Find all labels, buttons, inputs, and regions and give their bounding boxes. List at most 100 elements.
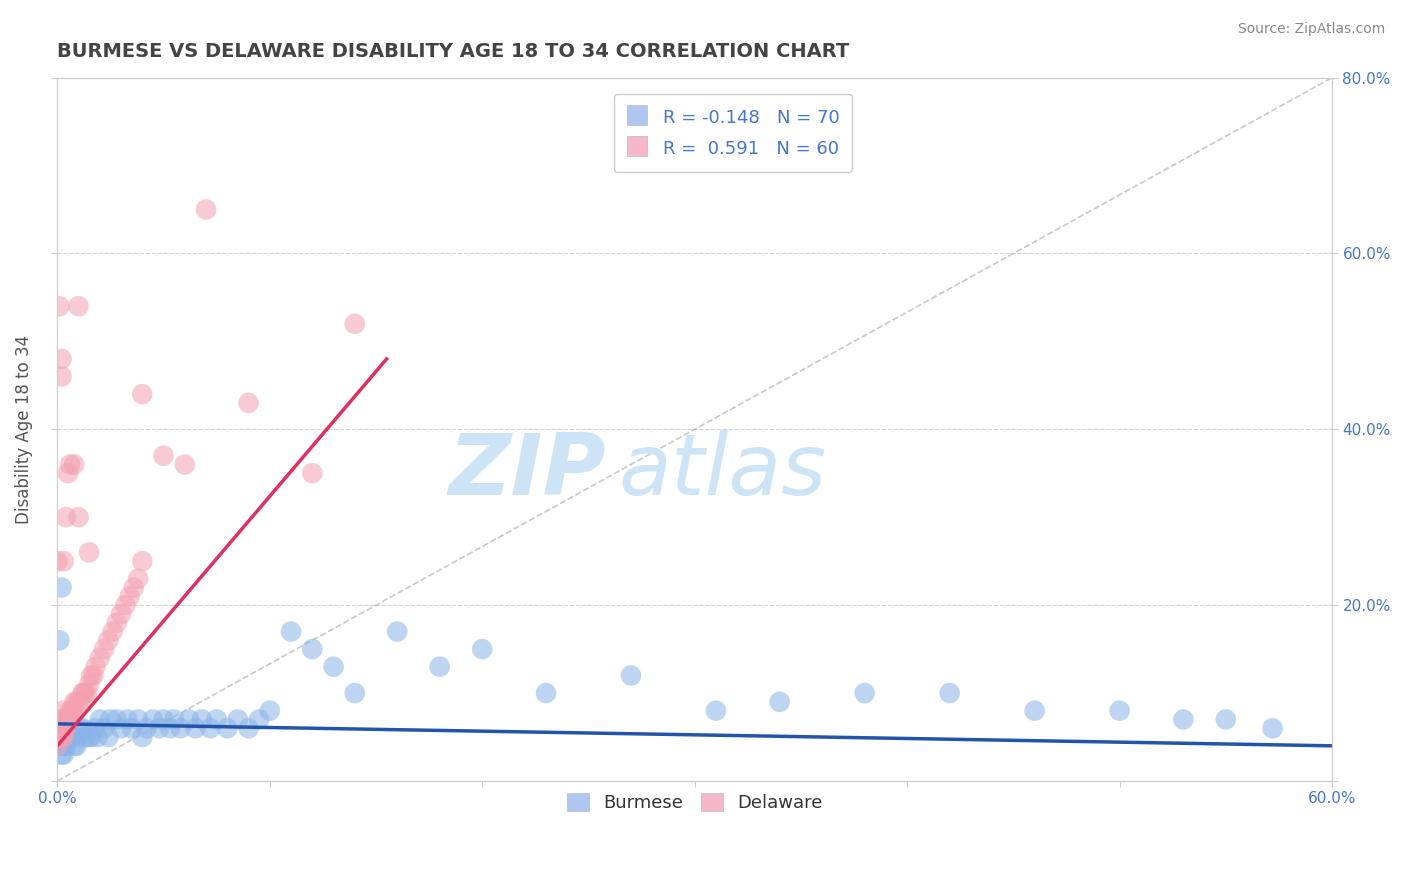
Point <box>142 713 165 727</box>
Point <box>63 739 86 753</box>
Point <box>620 668 643 682</box>
Point <box>52 739 75 753</box>
Point <box>97 633 120 648</box>
Point <box>67 299 90 313</box>
Point <box>65 695 87 709</box>
Text: ZIP: ZIP <box>449 430 606 513</box>
Point <box>110 721 132 735</box>
Point <box>429 659 451 673</box>
Point <box>48 633 70 648</box>
Point <box>63 458 86 472</box>
Text: Source: ZipAtlas.com: Source: ZipAtlas.com <box>1237 22 1385 37</box>
Point <box>52 554 75 568</box>
Point <box>55 713 77 727</box>
Point <box>89 713 111 727</box>
Point <box>100 713 122 727</box>
Y-axis label: Disability Age 18 to 34: Disability Age 18 to 34 <box>15 334 32 524</box>
Point <box>52 704 75 718</box>
Point <box>86 730 108 744</box>
Point <box>63 704 86 718</box>
Point <box>52 747 75 762</box>
Point <box>51 721 73 735</box>
Point <box>56 467 79 481</box>
Point <box>93 721 115 735</box>
Point <box>84 659 107 673</box>
Point <box>72 686 94 700</box>
Point <box>60 704 83 718</box>
Point <box>80 730 103 744</box>
Point <box>105 713 128 727</box>
Point <box>152 713 174 727</box>
Point <box>1173 713 1195 727</box>
Point <box>205 713 228 727</box>
Point <box>152 449 174 463</box>
Point <box>56 730 79 744</box>
Point <box>76 686 98 700</box>
Point <box>343 686 366 700</box>
Point <box>72 721 94 735</box>
Point <box>387 624 409 639</box>
Point <box>77 730 100 744</box>
Point <box>117 713 139 727</box>
Point <box>59 730 82 744</box>
Point <box>63 721 86 735</box>
Point <box>184 721 207 735</box>
Point <box>55 510 77 524</box>
Point <box>173 458 195 472</box>
Point <box>118 590 141 604</box>
Point <box>127 713 149 727</box>
Point <box>56 713 79 727</box>
Point <box>51 747 73 762</box>
Point <box>163 713 186 727</box>
Point <box>65 739 87 753</box>
Point <box>1215 713 1237 727</box>
Point <box>80 668 103 682</box>
Point <box>51 721 73 735</box>
Point <box>301 642 323 657</box>
Point <box>77 677 100 691</box>
Point <box>48 713 70 727</box>
Legend: Burmese, Delaware: Burmese, Delaware <box>554 780 835 825</box>
Point <box>200 721 222 735</box>
Point <box>55 739 77 753</box>
Point <box>67 730 90 744</box>
Point <box>60 730 83 744</box>
Point <box>51 351 73 366</box>
Point <box>471 642 494 657</box>
Point <box>121 721 143 735</box>
Point <box>177 713 200 727</box>
Point <box>938 686 960 700</box>
Point <box>48 730 70 744</box>
Point <box>110 607 132 621</box>
Point <box>55 721 77 735</box>
Point <box>226 713 249 727</box>
Point <box>301 467 323 481</box>
Point <box>122 581 145 595</box>
Point <box>131 387 153 401</box>
Point <box>46 554 69 568</box>
Point <box>169 721 191 735</box>
Text: BURMESE VS DELAWARE DISABILITY AGE 18 TO 34 CORRELATION CHART: BURMESE VS DELAWARE DISABILITY AGE 18 TO… <box>58 42 849 61</box>
Point <box>55 739 77 753</box>
Point <box>59 713 82 727</box>
Point <box>322 659 344 673</box>
Point <box>131 554 153 568</box>
Point <box>148 721 170 735</box>
Point <box>69 695 91 709</box>
Point <box>46 739 69 753</box>
Point <box>114 598 136 612</box>
Point <box>51 730 73 744</box>
Point <box>73 686 96 700</box>
Point <box>1261 721 1284 735</box>
Point <box>769 695 792 709</box>
Point <box>59 458 82 472</box>
Point <box>51 581 73 595</box>
Point <box>97 730 120 744</box>
Point <box>67 510 90 524</box>
Point <box>56 713 79 727</box>
Point <box>59 704 82 718</box>
Point <box>217 721 239 735</box>
Point <box>82 668 104 682</box>
Point <box>247 713 270 727</box>
Point <box>343 317 366 331</box>
